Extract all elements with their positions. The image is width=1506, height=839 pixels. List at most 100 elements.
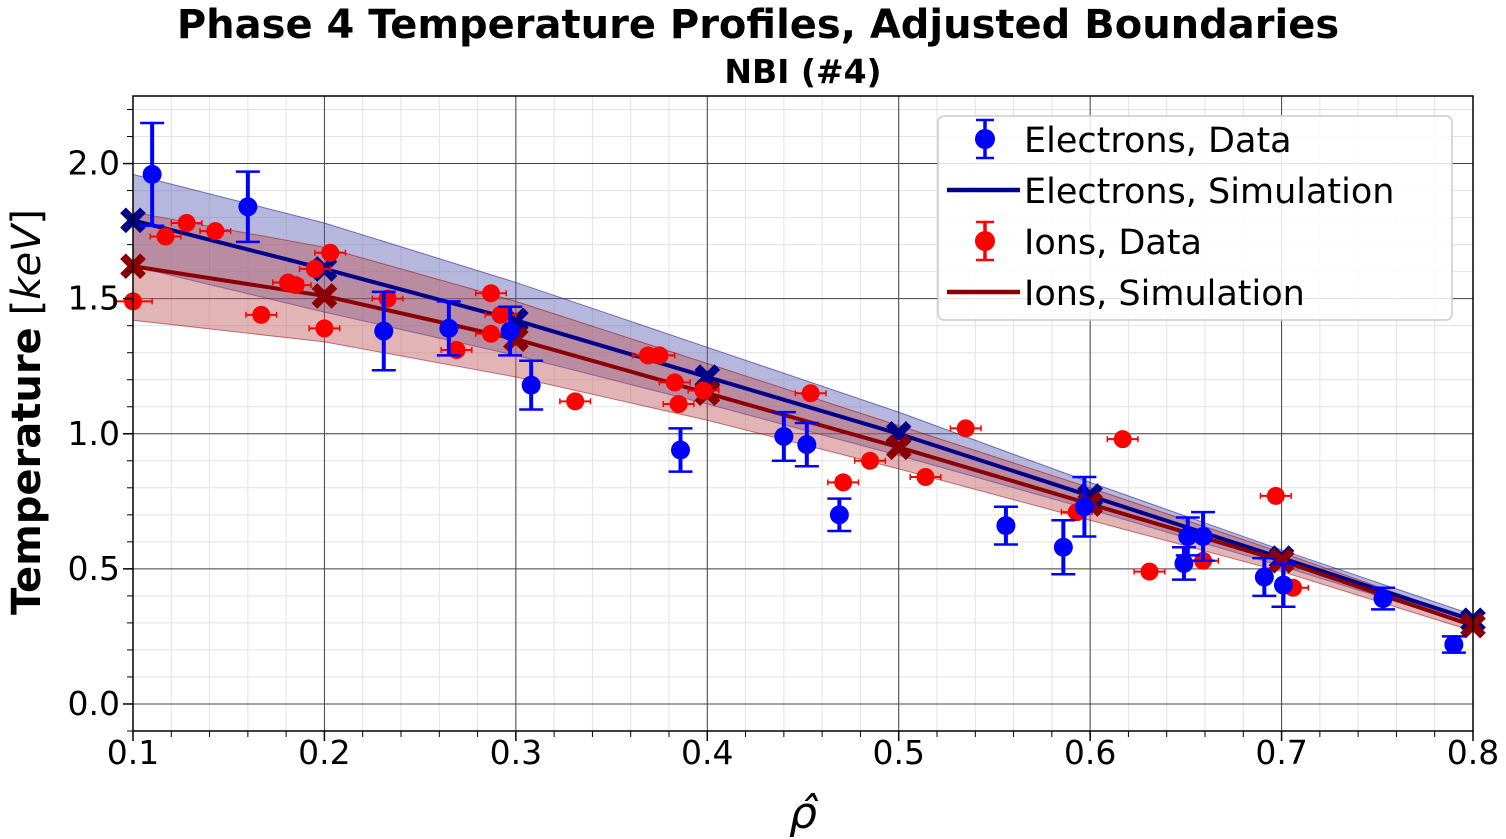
electron-data-point [1171,546,1196,581]
ion-data-marker [650,346,669,365]
y-axis-label-open-bracket: [ [4,300,50,316]
electron-data-point [1441,635,1466,655]
x-axis-label: ρ̂ [789,788,819,839]
ion-data-marker [481,284,500,303]
electron-data-marker [1444,635,1464,655]
ion-data-point [1133,562,1166,581]
ion-data-point [298,259,331,278]
ion-data-point [474,284,508,303]
electron-sim-line [132,218,1474,623]
electron-data-marker [1178,526,1198,546]
ion-data-point [308,319,341,338]
ion-data-marker [1140,562,1159,581]
electron-data-marker [1193,526,1213,546]
ion-sim-line [132,264,1474,628]
y-tick-label: 1.0 [68,414,120,453]
electron-data-marker [996,516,1016,536]
ion-data-point [687,381,720,400]
legend-label-ion-data: Ions, Data [1024,223,1202,263]
electron-data-marker [774,426,794,446]
electron-data-marker [829,505,849,525]
electron-data-point [235,170,260,244]
ion-data-marker [177,214,196,232]
electron-data-marker [521,375,541,395]
ion-data-marker [665,373,684,392]
ion-data-point [199,222,232,241]
ion-data-marker [861,451,879,470]
electron-data-point [1271,562,1296,608]
legend-label-electron-data: Electrons, Data [1024,121,1292,161]
ion-data-point [662,395,695,414]
x-tick-label: 0.6 [1064,733,1116,772]
ion-data-point [1106,430,1139,449]
y-axis-label: Temperature [keV] [4,209,50,615]
electron-data-point [668,427,693,473]
electron-data-point [827,497,852,533]
ion-data-point [949,419,982,438]
y-tick-labels: 0.0 0.5 1.0 1.5 2.0 [68,144,120,723]
ion-data-point [149,227,182,246]
ion-data-marker [315,319,334,338]
ion-data-marker [801,384,820,403]
ion-sim-marker [885,434,912,461]
ion-data-marker [305,259,324,278]
plot-frame [132,95,1474,732]
ion-data-point [658,373,691,392]
ion-data-marker [206,222,225,241]
x-tick-label: 0.4 [681,733,733,772]
ion-data-marker [669,395,688,414]
ion-data-point [559,392,592,411]
ion-data-point [279,276,312,295]
ion-sim-marker [1268,547,1295,574]
x-tick-labels: 0.1 0.2 0.3 0.4 0.5 0.6 0.7 0.8 [107,733,1499,772]
electron-data-point [1252,556,1277,598]
y-tick-label: 0.5 [68,549,120,588]
ion-data-marker [694,381,713,400]
electron-data-points [140,121,1466,655]
electron-data-marker [797,435,817,455]
y-tick-label: 1.5 [68,279,120,318]
x-tick-label: 0.5 [872,733,924,772]
ion-data-marker [1113,430,1132,449]
electron-data-marker [1373,589,1393,609]
electron-data-point [519,359,544,411]
electron-data-point [1051,518,1076,576]
ion-data-point [170,214,203,232]
ion-data-point [909,468,942,486]
ion-data-point [314,243,347,262]
electron-data-marker [1174,553,1194,573]
electron-data-point [771,410,796,463]
electron-data-marker [1254,567,1274,587]
electron-data-marker [238,197,258,217]
electron-data-marker [1053,537,1073,557]
x-tick-label: 0.7 [1255,733,1307,772]
ion-sim-marker [311,283,338,309]
legend-frame [937,115,1453,321]
chart-subtitle: NBI (#4) [724,52,882,91]
ion-data-marker [252,305,271,324]
electron-data-marker [670,440,690,460]
legend: Electrons, Data Electrons, Simulation Io… [937,115,1453,321]
ion-data-marker [916,468,935,486]
y-tick-label: 2.0 [68,144,120,183]
ion-data-marker [566,392,585,411]
y-tick-label: 0.0 [68,684,120,723]
x-tick-label: 0.3 [490,733,542,772]
ion-data-point [794,384,827,403]
x-tick-label: 0.2 [298,733,350,772]
ion-data-marker [286,276,305,295]
electron-data-marker [142,164,162,184]
ion-data-point [853,451,887,470]
ion-data-marker [321,243,340,262]
legend-marker-ion-data [975,220,995,262]
electron-data-point [371,290,396,372]
electron-data-point [993,505,1018,546]
ion-data-marker [481,324,500,343]
electron-data-point [1191,510,1216,563]
legend-marker-electron-data [975,118,995,160]
legend-label-electron-sim: Electrons, Simulation [1024,172,1394,212]
electron-data-point [1371,586,1396,611]
x-tick-label: 0.8 [1447,733,1499,772]
ion-data-point [827,473,860,492]
